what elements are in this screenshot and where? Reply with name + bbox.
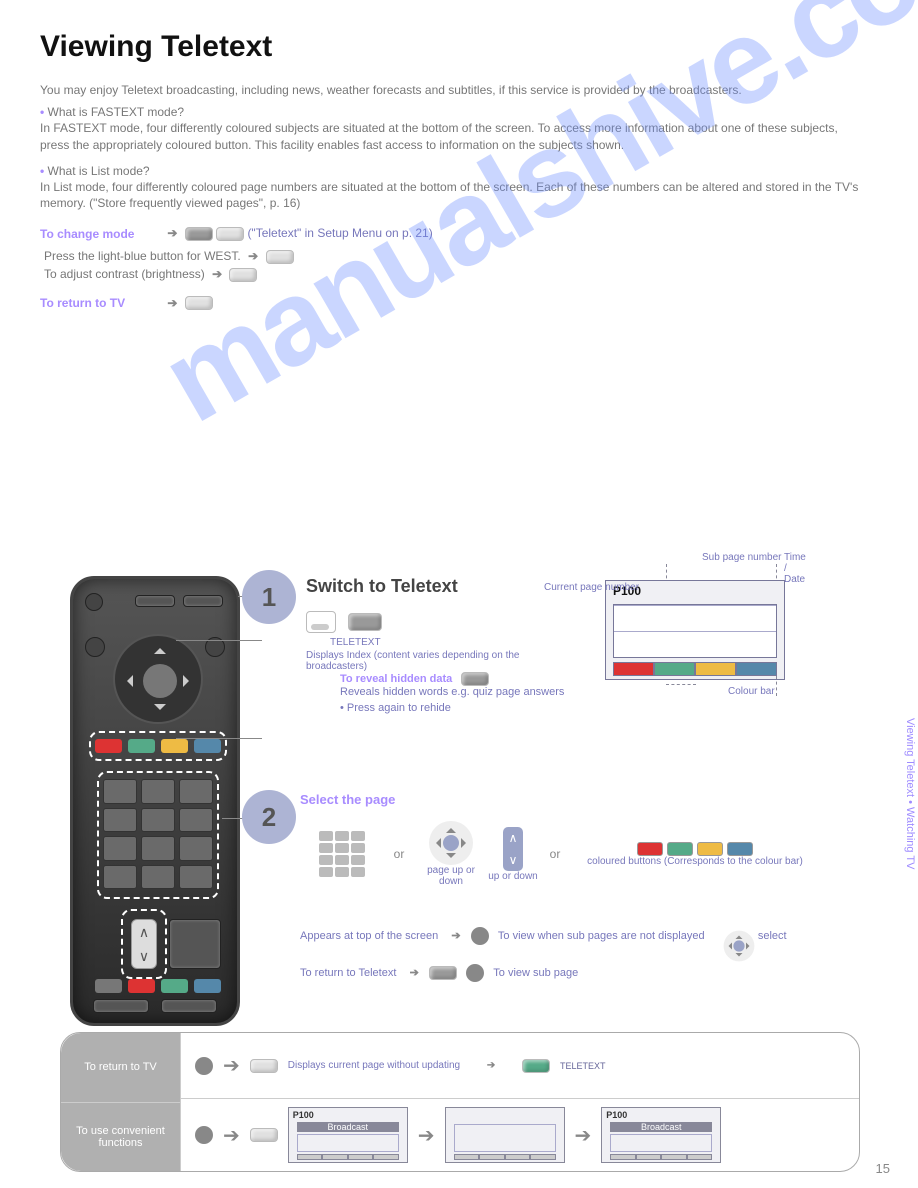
bottom-row2-label: To use convenient functions — [61, 1102, 180, 1172]
reveal-desc: Reveals hidden words e.g. quiz page answ… — [340, 686, 564, 698]
subhint-l2a: To return to Teletext — [300, 967, 396, 979]
remote-button — [85, 637, 105, 657]
remote-button — [161, 999, 217, 1013]
ok-button-icon — [143, 664, 177, 698]
rocker-icon: ∧∨ — [503, 827, 523, 871]
intro-lead: You may enjoy Teletext broadcasting, inc… — [40, 82, 860, 98]
ok-icon — [466, 964, 484, 982]
intro-block: You may enjoy Teletext broadcasting, inc… — [40, 82, 860, 312]
or-label: or — [540, 821, 570, 887]
cap-updown: up or down — [488, 871, 538, 882]
mode-key-icon — [185, 227, 213, 241]
mode-note: To adjust contrast (brightness) ➔ — [44, 266, 860, 282]
or-label: or — [384, 821, 414, 887]
numpad-icon — [319, 831, 365, 877]
step-1-badge: 1 — [242, 570, 296, 624]
remote-button — [135, 595, 175, 607]
mode-change-label: To change mode — [40, 226, 160, 242]
list-desc: In List mode, four differently coloured … — [40, 179, 860, 211]
green-label: TELETEXT — [560, 1061, 606, 1071]
green-key-icon — [522, 1059, 550, 1073]
colour-keys-icon — [95, 739, 221, 757]
arrow-icon: ➔ — [167, 225, 177, 241]
key-icon — [250, 1128, 278, 1142]
ann-subpage: Sub page number — [702, 552, 782, 563]
cap-pageupdown: page up or down — [416, 865, 486, 887]
colour-keys-icon — [637, 842, 753, 856]
miniscreen-3: P100 Broadcast — [601, 1107, 721, 1163]
dpad-icon — [429, 821, 473, 865]
ok-icon — [471, 927, 489, 945]
hand-icon — [306, 611, 336, 633]
what-is-fastext-head: What is FASTEXT mode? — [40, 104, 860, 120]
dpad-select-label: select — [758, 930, 787, 942]
fastext-desc: In FASTEXT mode, four differently colour… — [40, 120, 860, 152]
miniscreen-1: P100 Broadcast — [288, 1107, 408, 1163]
remote-button — [169, 919, 221, 969]
subhint-l2b: To view sub page — [493, 967, 578, 979]
numpad-icon — [103, 779, 213, 889]
connector-line — [176, 738, 262, 739]
remote-button — [183, 595, 223, 607]
remote-button — [85, 593, 103, 611]
connector-line — [176, 640, 262, 641]
subhint-l1b: To view when sub pages are not displayed — [498, 930, 705, 942]
step1-btnlabel: TELETEXT — [330, 637, 566, 648]
screen-diagram: P100 Current page number Sub page number… — [580, 570, 810, 700]
ok-icon — [195, 1126, 213, 1144]
ann-time: Time / Date — [784, 552, 810, 585]
step-2-badge: 2 — [242, 790, 296, 844]
dpad-icon — [723, 931, 754, 962]
miniscreen-2 — [445, 1107, 565, 1163]
step1-desc: Displays Index (content varies depending… — [306, 650, 566, 672]
mode-key-icon — [216, 227, 244, 241]
remote-button — [93, 999, 149, 1013]
step2-title: Select the page — [300, 792, 820, 807]
reveal-label: To reveal hidden data — [340, 673, 452, 685]
mode-note: Press the light-blue button for WEST. ➔ — [44, 248, 860, 264]
return-tv-label: To return to TV — [40, 295, 160, 311]
channel-rocker-icon: ∧∨ — [131, 919, 157, 969]
teletext-row-icon — [95, 979, 221, 997]
remote-illustration: ∧∨ — [70, 576, 240, 1026]
cap-colour: coloured buttons (Corresponds to the col… — [572, 856, 818, 867]
what-is-list-head: What is List mode? — [40, 163, 860, 179]
tv-key-icon — [250, 1059, 278, 1073]
ann-colorbar: Colour bar — [728, 686, 775, 697]
reveal-key-icon — [461, 672, 489, 686]
mode-ref: ("Teletext" in Setup Menu on p. 21) — [247, 226, 432, 240]
reveal-again: Press again to rehide — [347, 702, 451, 714]
page-number: 15 — [876, 1161, 890, 1176]
bottom-panel: To return to TV To use convenient functi… — [60, 1032, 860, 1172]
page-title: Viewing Teletext — [40, 30, 878, 64]
subhint-l1a: Appears at top of the screen — [300, 930, 438, 942]
arrow-icon: ➔ — [418, 1123, 435, 1148]
teletext-key-icon — [348, 613, 382, 631]
teletext-key-icon — [429, 966, 457, 980]
arrow-icon: ➔ — [575, 1123, 592, 1148]
bottom-row1-label: To return to TV — [61, 1033, 180, 1102]
row1-text: Displays current page without updating — [288, 1060, 460, 1071]
step1-title: Switch to Teletext — [306, 576, 566, 597]
ann-pagenum: Current page number — [544, 582, 639, 593]
arrow-icon: ➔ — [223, 1053, 240, 1078]
tv-key-icon — [185, 296, 213, 310]
dpad-icon — [113, 634, 203, 724]
ok-icon — [195, 1057, 213, 1075]
side-vertical-label: Viewing Teletext • Watching TV — [886, 718, 916, 869]
arrow-icon: ➔ — [223, 1123, 240, 1148]
